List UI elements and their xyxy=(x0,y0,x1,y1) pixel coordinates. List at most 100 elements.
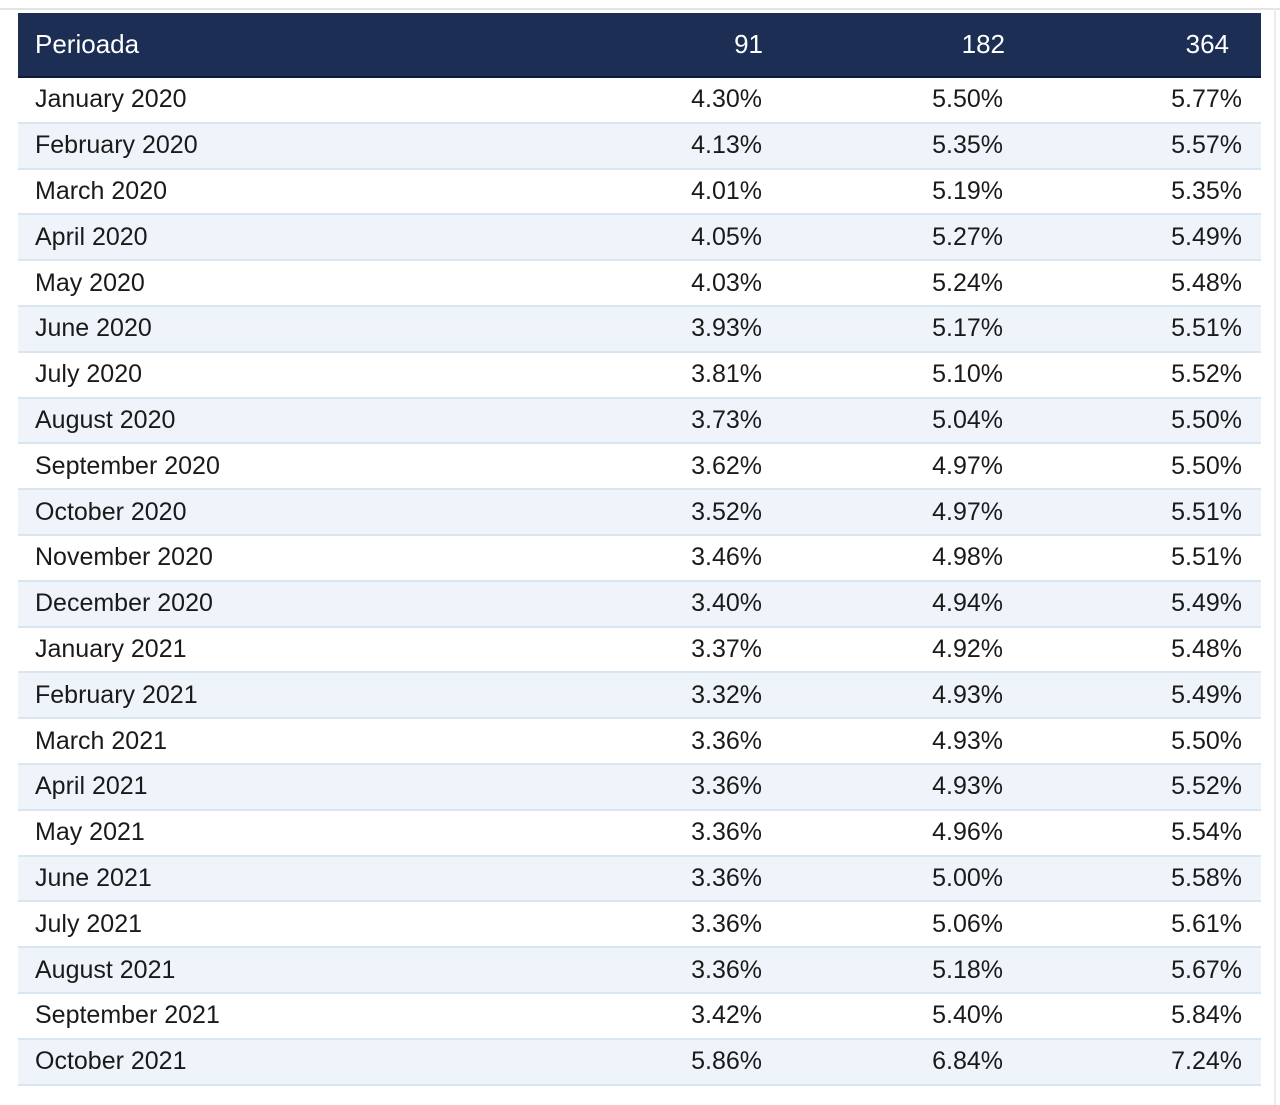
cell-91: 3.32% xyxy=(691,680,762,709)
cell-period: November 2020 xyxy=(35,543,213,572)
header-91: 91 xyxy=(548,13,781,78)
table-row: April 2020 4.05% 5.27% 5.49% xyxy=(18,214,1261,261)
cell-period: June 2021 xyxy=(35,863,152,892)
right-divider xyxy=(1274,8,1276,1105)
cell-182: 4.92% xyxy=(932,634,1003,663)
table-row: January 2020 4.30% 5.50% 5.77% xyxy=(18,77,1261,123)
table-row: February 2021 3.32% 4.93% 5.49% xyxy=(18,672,1261,719)
cell-91: 3.37% xyxy=(691,634,762,663)
cell-364: 5.49% xyxy=(1171,680,1242,709)
cell-364: 5.52% xyxy=(1171,772,1242,801)
cell-182: 4.97% xyxy=(932,451,1003,480)
table-row: July 2021 3.36% 5.06% 5.61% xyxy=(18,901,1261,948)
cell-364: 5.52% xyxy=(1171,360,1242,389)
cell-91: 5.86% xyxy=(691,1047,762,1076)
cell-364: 5.50% xyxy=(1171,726,1242,755)
cell-91: 3.36% xyxy=(691,863,762,892)
cell-91: 3.36% xyxy=(691,818,762,847)
cell-period: January 2021 xyxy=(35,634,187,663)
table-body: January 2020 4.30% 5.50% 5.77% February 2020… xyxy=(18,77,1261,1085)
table-row: October 2021 5.86% 6.84% 7.24% xyxy=(18,1038,1261,1085)
cell-period: January 2020 xyxy=(35,85,187,114)
cell-182: 4.97% xyxy=(932,497,1003,526)
cell-91: 4.30% xyxy=(691,85,762,114)
cell-364: 5.67% xyxy=(1171,955,1242,984)
cell-91: 3.62% xyxy=(691,451,762,480)
header-period: Perioada xyxy=(18,13,548,78)
cell-364: 5.51% xyxy=(1171,497,1242,526)
cell-period: May 2020 xyxy=(35,268,145,297)
table-row: December 2020 3.40% 4.94% 5.49% xyxy=(18,580,1261,627)
cell-182: 5.18% xyxy=(932,955,1003,984)
cell-182: 5.06% xyxy=(932,909,1003,938)
table-row: January 2021 3.37% 4.92% 5.48% xyxy=(18,626,1261,673)
cell-period: October 2020 xyxy=(35,497,187,526)
cell-91: 3.81% xyxy=(691,360,762,389)
table-row: August 2021 3.36% 5.18% 5.67% xyxy=(18,947,1261,993)
cell-period: September 2020 xyxy=(35,451,220,480)
cell-91: 3.42% xyxy=(691,1001,762,1030)
table-row: November 2020 3.46% 4.98% 5.51% xyxy=(18,534,1261,581)
cell-period: March 2021 xyxy=(35,726,168,755)
cell-period: May 2021 xyxy=(35,818,145,847)
cell-364: 5.58% xyxy=(1171,863,1242,892)
cell-91: 4.13% xyxy=(691,131,762,160)
cell-364: 5.48% xyxy=(1171,634,1242,663)
cell-182: 5.19% xyxy=(932,176,1003,205)
cell-364: 5.35% xyxy=(1171,176,1242,205)
cell-182: 4.93% xyxy=(932,680,1003,709)
cell-period: August 2021 xyxy=(35,955,176,984)
cell-91: 3.40% xyxy=(691,589,762,618)
cell-364: 5.49% xyxy=(1171,222,1242,251)
cell-364: 5.48% xyxy=(1171,268,1242,297)
cell-364: 5.54% xyxy=(1171,818,1242,847)
cell-91: 3.73% xyxy=(691,405,762,434)
cell-period: September 2021 xyxy=(35,1001,220,1030)
table-row: August 2020 3.73% 5.04% 5.50% xyxy=(18,397,1261,444)
table-row: March 2021 3.36% 4.93% 5.50% xyxy=(18,718,1261,764)
cell-182: 4.93% xyxy=(932,772,1003,801)
cell-period: April 2020 xyxy=(35,222,148,251)
cell-period: February 2021 xyxy=(35,680,198,709)
cell-182: 5.17% xyxy=(932,314,1003,343)
table-row: October 2020 3.52% 4.97% 5.51% xyxy=(18,489,1261,535)
cell-182: 5.24% xyxy=(932,268,1003,297)
cell-182: 4.93% xyxy=(932,726,1003,755)
cell-91: 4.03% xyxy=(691,268,762,297)
top-divider xyxy=(0,8,1280,10)
cell-period: March 2020 xyxy=(35,176,168,205)
cell-91: 3.36% xyxy=(691,772,762,801)
cell-364: 5.50% xyxy=(1171,405,1242,434)
cell-period: June 2020 xyxy=(35,314,152,343)
cell-364: 5.51% xyxy=(1171,543,1242,572)
cell-364: 7.24% xyxy=(1171,1047,1242,1076)
cell-182: 5.10% xyxy=(932,360,1003,389)
cell-364: 5.49% xyxy=(1171,589,1242,618)
rates-table-container: Perioada 91 182 364 January 2020 4.30% 5.5… xyxy=(18,13,1261,1086)
cell-period: July 2021 xyxy=(35,909,143,938)
cell-182: 5.00% xyxy=(932,863,1003,892)
cell-91: 4.01% xyxy=(691,176,762,205)
table-row: June 2021 3.36% 5.00% 5.58% xyxy=(18,855,1261,902)
cell-182: 5.40% xyxy=(932,1001,1003,1030)
cell-182: 4.96% xyxy=(932,818,1003,847)
cell-91: 3.36% xyxy=(691,955,762,984)
table-row: May 2021 3.36% 4.96% 5.54% xyxy=(18,809,1261,856)
table-row: March 2020 4.01% 5.19% 5.35% xyxy=(18,168,1261,215)
table-row: February 2020 4.13% 5.35% 5.57% xyxy=(18,122,1261,169)
cell-364: 5.50% xyxy=(1171,451,1242,480)
cell-period: February 2020 xyxy=(35,131,198,160)
cell-182: 5.35% xyxy=(932,131,1003,160)
cell-91: 3.36% xyxy=(691,726,762,755)
table-header: Perioada 91 182 364 xyxy=(18,13,1261,78)
cell-364: 5.77% xyxy=(1171,85,1242,114)
cell-period: July 2020 xyxy=(35,360,143,389)
cell-period: August 2020 xyxy=(35,405,176,434)
header-row: Perioada 91 182 364 xyxy=(18,13,1261,78)
header-182: 182 xyxy=(781,13,1022,78)
table-row: July 2020 3.81% 5.10% 5.52% xyxy=(18,351,1261,398)
cell-182: 4.94% xyxy=(932,589,1003,618)
cell-91: 3.46% xyxy=(691,543,762,572)
cell-182: 5.27% xyxy=(932,222,1003,251)
cell-period: April 2021 xyxy=(35,772,148,801)
